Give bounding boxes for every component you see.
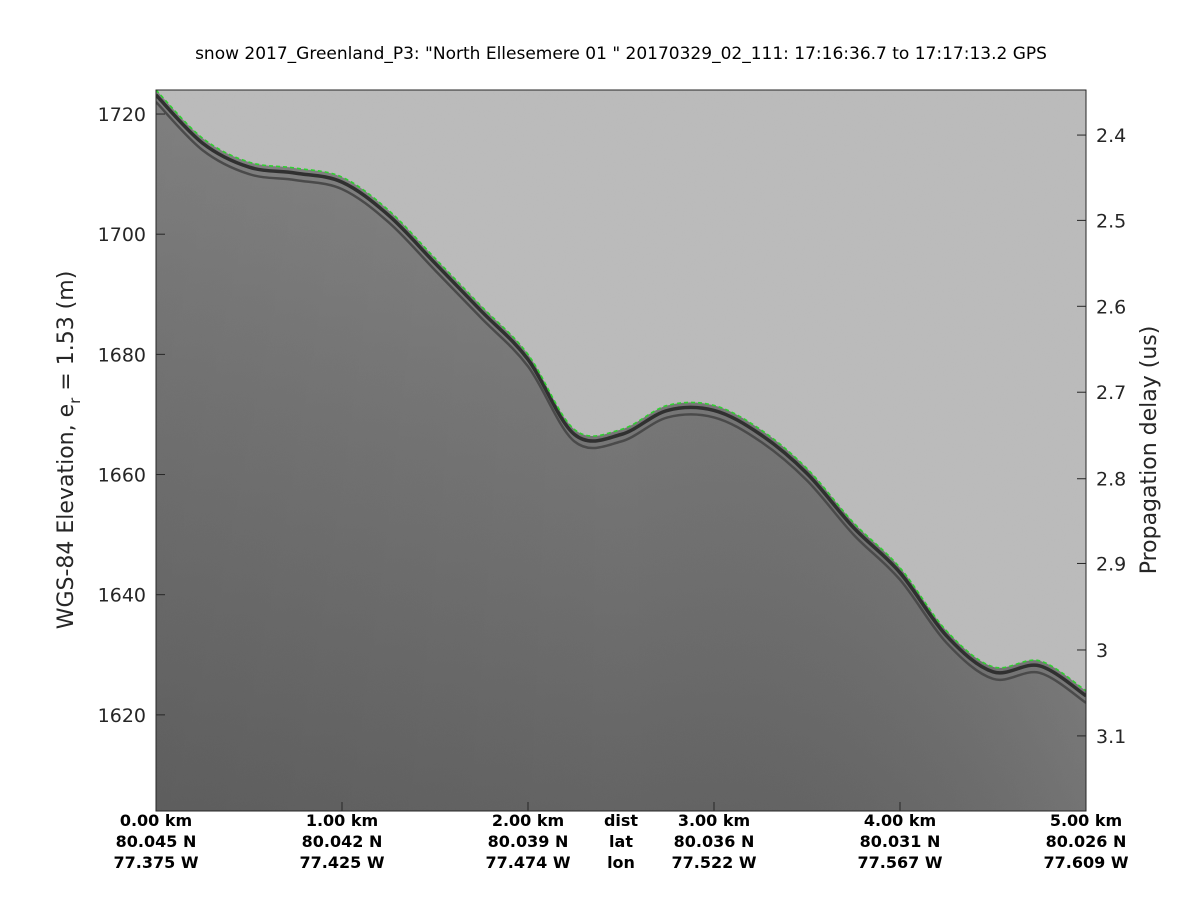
left-y-tick-label: 1640	[98, 585, 146, 607]
x-tick-lat-label: 80.045 N	[116, 832, 197, 851]
chart-title: snow 2017_Greenland_P3: "North Ellesemer…	[195, 44, 1047, 64]
x-tick-lat-label: 80.042 N	[302, 832, 383, 851]
x-tick-lon-label: 77.425 W	[300, 853, 385, 872]
x-tick-lon-label: 77.474 W	[486, 853, 571, 872]
x-tick-dist-label: 4.00 km	[864, 811, 936, 830]
left-y-tick-label: 1620	[98, 705, 146, 727]
x-tick-dist-label: 5.00 km	[1050, 811, 1122, 830]
x-tick-lon-label: 77.375 W	[114, 853, 199, 872]
right-y-tick-label: 3	[1096, 640, 1108, 662]
right-y-axis: 2.4 2.5 2.6 2.7 2.8 2.9 3 3.1	[1077, 125, 1126, 748]
x-row-label-dist: dist	[604, 811, 638, 830]
x-row-label-lat: lat	[609, 832, 633, 851]
x-tick-lon-label: 77.522 W	[672, 853, 757, 872]
x-tick-dist-label: 1.00 km	[306, 811, 378, 830]
x-row-label-lon: lon	[607, 853, 635, 872]
x-tick-dist-label: 0.00 km	[120, 811, 192, 830]
x-tick-dist-label: 2.00 km	[492, 811, 564, 830]
right-y-tick-label: 2.9	[1096, 553, 1126, 575]
right-y-tick-label: 2.5	[1096, 210, 1126, 232]
left-y-axis-label: WGS-84 Elevation, er = 1.53 (m)	[54, 271, 84, 630]
left-y-axis: 1620 1640 1660 1680 1700 1720	[98, 104, 165, 727]
left-y-tick-label: 1680	[98, 344, 146, 366]
x-tick-lat-label: 80.031 N	[860, 832, 941, 851]
x-tick-dist-label: 3.00 km	[678, 811, 750, 830]
surface-return	[156, 93, 1086, 698]
left-y-tick-label: 1720	[98, 104, 146, 126]
speckle-noise	[156, 90, 1086, 811]
near-surface-layer	[156, 101, 1086, 704]
right-y-tick-label: 2.7	[1096, 382, 1126, 404]
x-axis: 0.00 km 80.045 N 77.375 W 1.00 km 80.042 N 77…	[114, 802, 1129, 872]
right-y-tick-label: 3.1	[1096, 726, 1126, 748]
right-y-axis-label: Propagation delay (us)	[1137, 326, 1162, 575]
axes-frame	[155, 89, 1087, 812]
surface-pick-line	[156, 90, 1086, 692]
x-tick-lat-label: 80.039 N	[488, 832, 569, 851]
right-y-tick-label: 2.8	[1096, 469, 1126, 491]
x-tick-lat-label: 80.026 N	[1046, 832, 1127, 851]
right-y-tick-label: 2.6	[1096, 296, 1126, 318]
x-tick-lon-label: 77.609 W	[1044, 853, 1129, 872]
x-tick-lat-label: 80.036 N	[674, 832, 755, 851]
x-tick-lon-label: 77.567 W	[858, 853, 943, 872]
left-y-tick-label: 1700	[98, 224, 146, 246]
plot-area	[156, 90, 1086, 811]
left-y-tick-label: 1660	[98, 465, 146, 487]
right-y-tick-label: 2.4	[1096, 125, 1126, 147]
